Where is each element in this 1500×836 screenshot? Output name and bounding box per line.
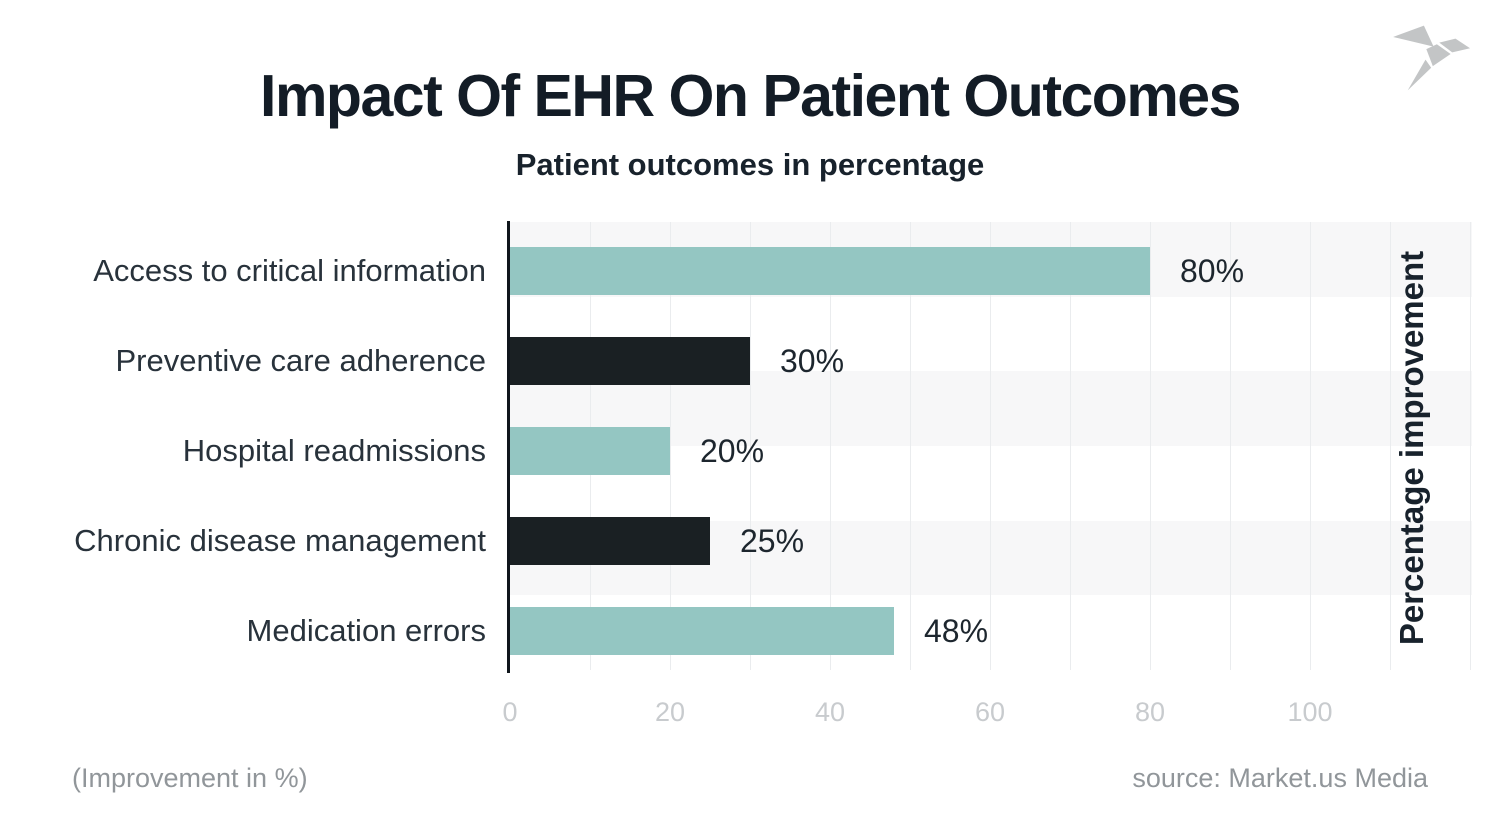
gridline: [1230, 222, 1231, 670]
gridline: [750, 222, 751, 670]
chart-title: Impact Of EHR On Patient Outcomes: [260, 63, 1241, 129]
x-tick-20: 20: [654, 697, 686, 727]
x-tick-40: 40: [814, 697, 846, 727]
gridline: [1150, 222, 1151, 670]
gridline: [990, 222, 991, 670]
gridline: [830, 222, 831, 670]
category-label: Chronic disease management: [74, 523, 486, 558]
x-tick-60: 60: [974, 697, 1006, 727]
gridline: [910, 222, 911, 670]
category-label: Medication errors: [246, 613, 486, 648]
y-axis-line: [507, 221, 510, 673]
improvement-note: (Improvement in %): [72, 763, 308, 793]
x-tick-100: 100: [1287, 697, 1333, 727]
gridline: [1310, 222, 1311, 670]
x-tick-0: 0: [502, 697, 518, 727]
value-label: 30%: [780, 343, 845, 379]
value-label: 20%: [700, 433, 765, 469]
origami-bird-logo: [1393, 25, 1471, 91]
category-label: Access to critical information: [93, 253, 486, 288]
plot-area: [510, 222, 1472, 671]
gridline: [1390, 222, 1391, 670]
source-credit: source: Market.us Media: [1132, 763, 1428, 793]
value-label: 25%: [740, 523, 805, 559]
value-label: 48%: [924, 613, 989, 649]
category-label: Preventive care adherence: [115, 343, 486, 378]
x-tick-80: 80: [1134, 697, 1166, 727]
chart-subtitle: Patient outcomes in percentage: [515, 147, 985, 182]
bar-access-to-critical-information: [510, 247, 1150, 295]
bar-chronic-disease-management: [510, 517, 710, 565]
bar-preventive-care-adherence: [510, 337, 750, 385]
bar-medication-errors: [510, 607, 894, 655]
bar-hospital-readmissions: [510, 427, 670, 475]
gridline: [1470, 222, 1471, 670]
gridline: [1070, 222, 1071, 670]
value-label: 80%: [1180, 253, 1245, 289]
gridline: [670, 222, 671, 670]
y-axis-title: Percentage improvement: [1393, 250, 1430, 646]
category-label: Hospital readmissions: [182, 433, 486, 468]
